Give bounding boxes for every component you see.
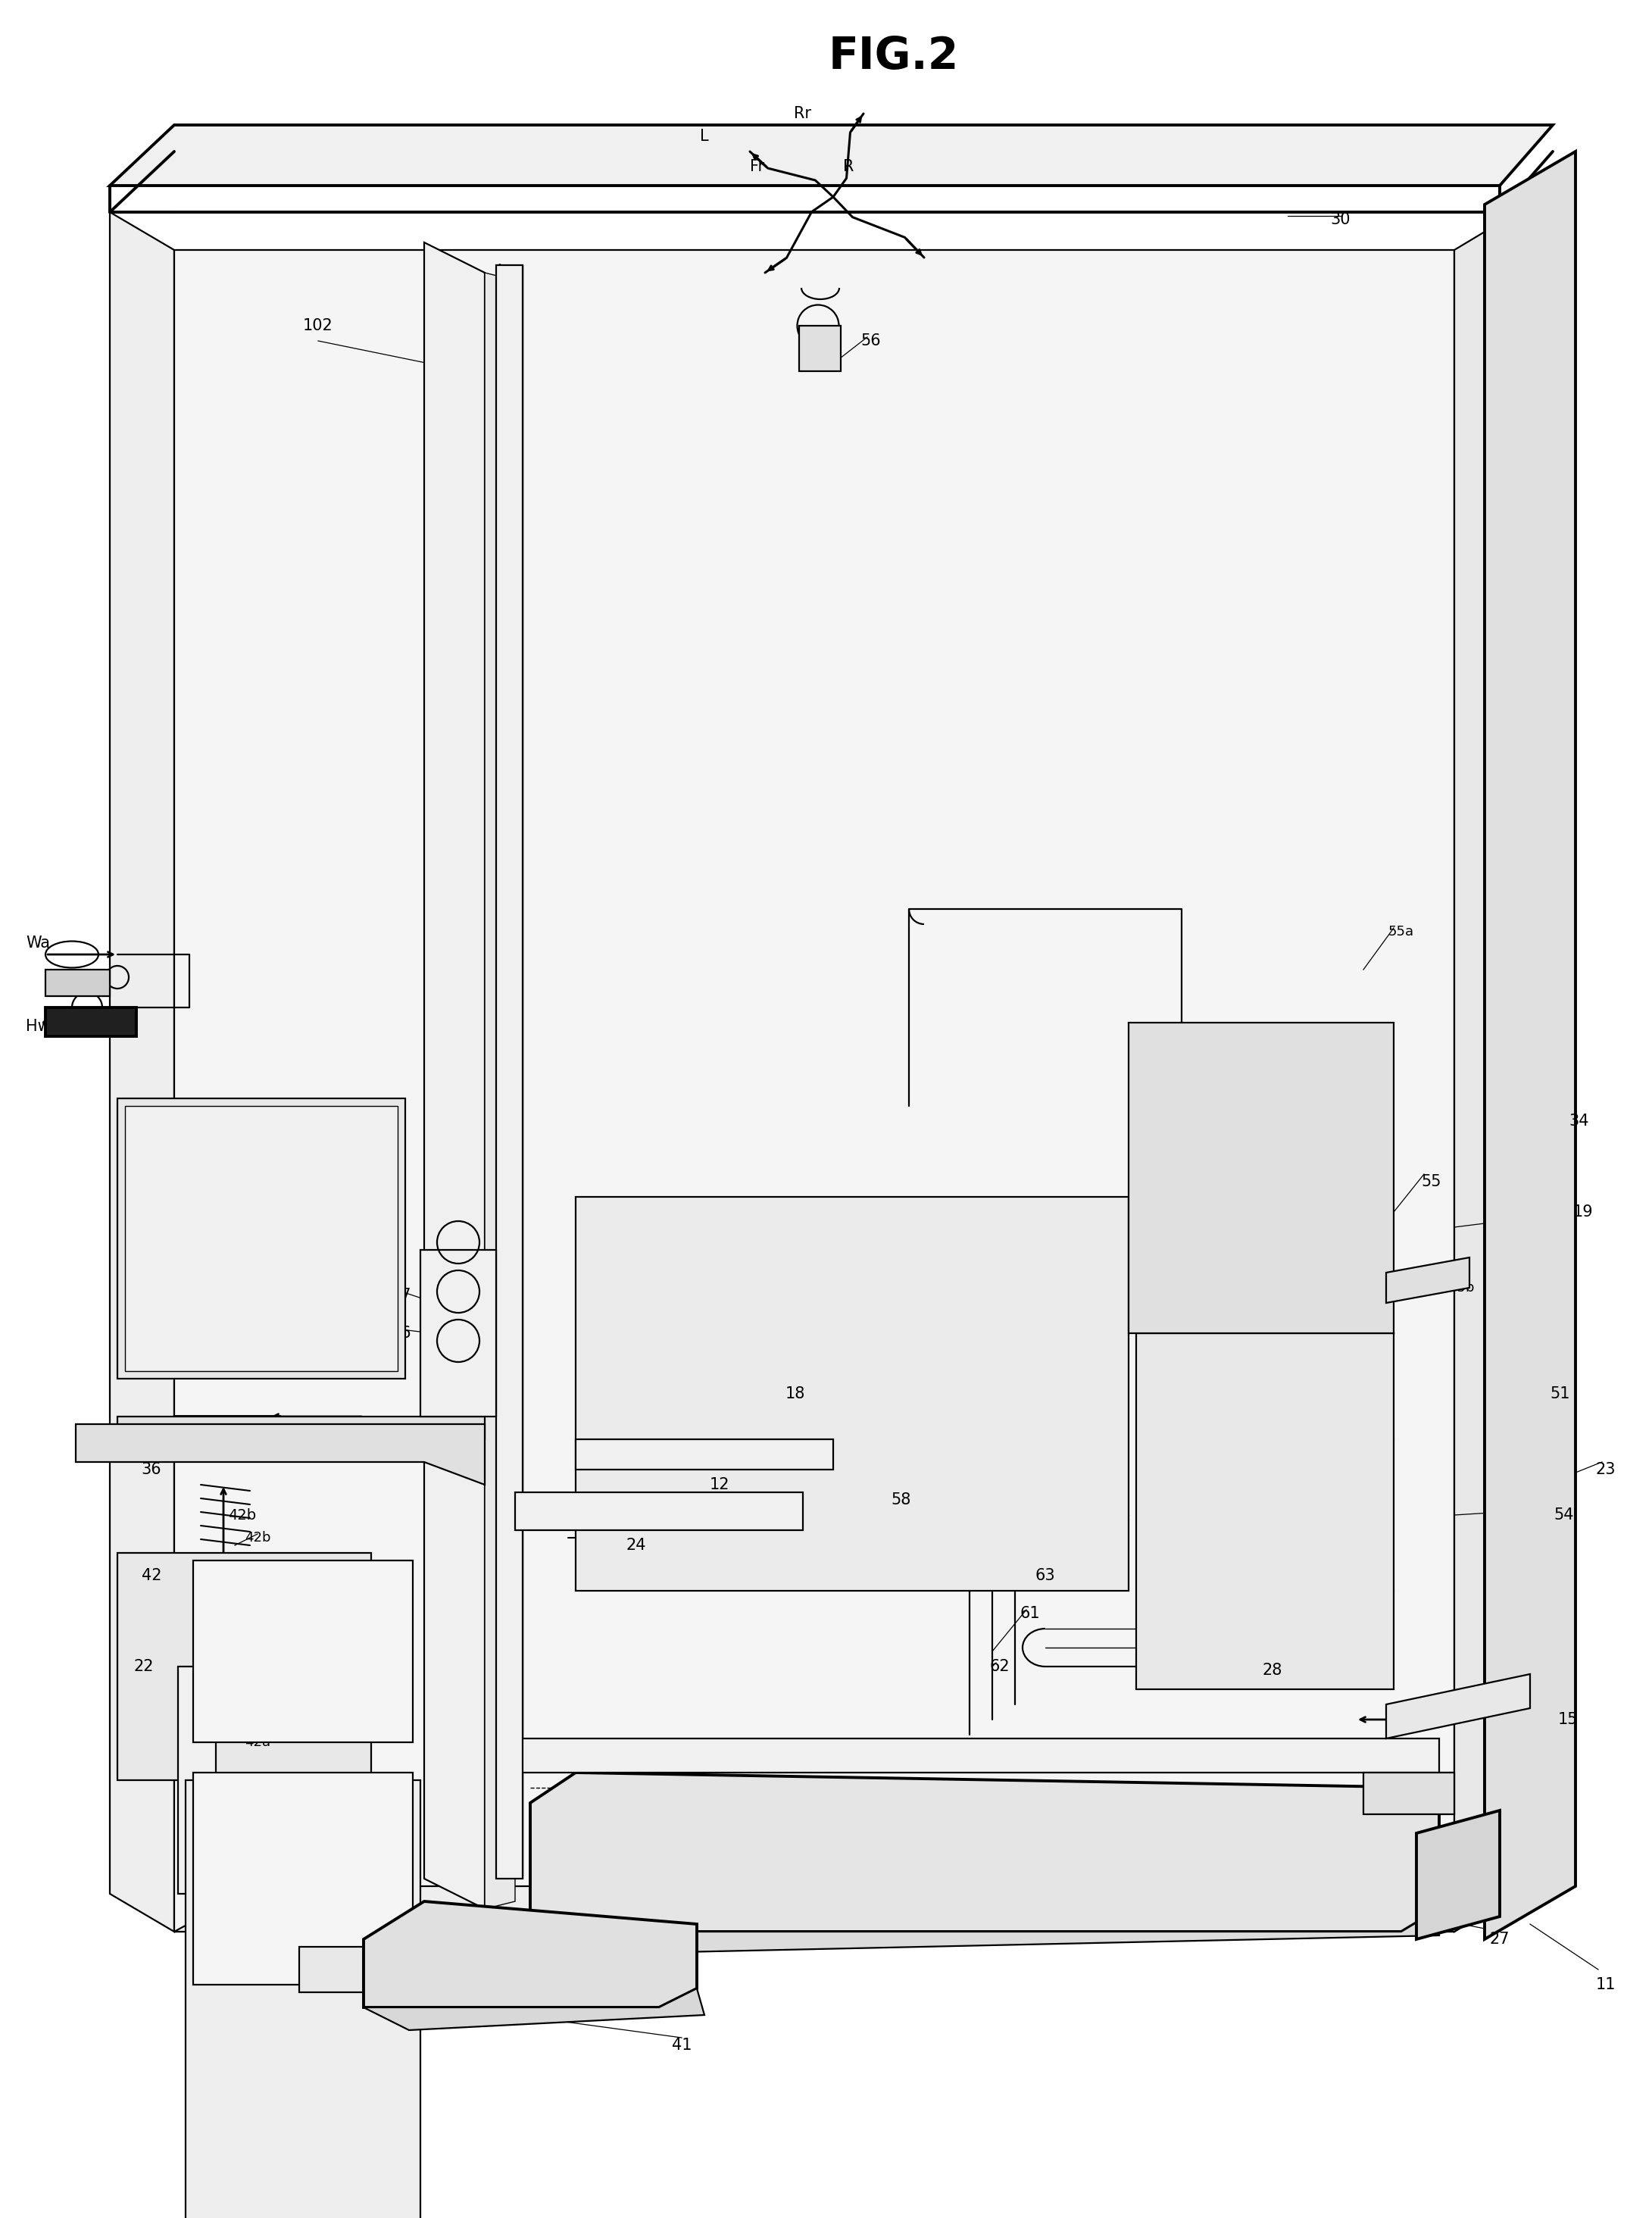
Bar (117, 1098, 405, 1380)
Polygon shape (515, 1493, 803, 1530)
Polygon shape (76, 1424, 484, 1484)
Polygon shape (173, 251, 1454, 1932)
Polygon shape (1386, 1675, 1530, 1739)
Polygon shape (109, 124, 1553, 186)
Text: 11: 11 (1596, 1976, 1616, 1992)
Text: 26: 26 (254, 1841, 276, 1856)
Text: 56: 56 (861, 333, 881, 348)
Text: 14: 14 (649, 1743, 669, 1757)
Text: Wa: Wa (26, 936, 50, 952)
Text: 38: 38 (1391, 1788, 1411, 1803)
Text: 42: 42 (142, 1568, 162, 1584)
Bar (299, 1947, 383, 1992)
Polygon shape (575, 1198, 1128, 1590)
Text: 54: 54 (1555, 1508, 1574, 1522)
Text: 13: 13 (149, 1428, 169, 1444)
Polygon shape (425, 242, 484, 1910)
Text: 41: 41 (672, 2038, 692, 2054)
Text: 55: 55 (1421, 1173, 1442, 1189)
Text: Fr: Fr (750, 160, 765, 175)
Text: 27: 27 (1490, 1932, 1510, 1947)
Text: Rr: Rr (795, 106, 811, 122)
Text: 25: 25 (611, 1439, 631, 1455)
Polygon shape (1454, 204, 1530, 1932)
Bar (800, 326, 841, 370)
Polygon shape (1416, 1810, 1500, 1939)
Polygon shape (1485, 151, 1576, 1939)
Text: 61: 61 (1019, 1606, 1041, 1621)
Text: 58: 58 (892, 1493, 912, 1508)
Polygon shape (530, 1772, 1439, 1932)
Polygon shape (117, 1553, 372, 1781)
Text: 62: 62 (990, 1659, 1009, 1675)
Text: 17: 17 (392, 1289, 411, 1302)
Text: FIG.2: FIG.2 (829, 35, 960, 78)
Text: Hw: Hw (25, 1018, 50, 1034)
Text: 23: 23 (1596, 1462, 1616, 1477)
Bar (46, 969, 109, 996)
Polygon shape (178, 1666, 340, 1894)
Text: 42b: 42b (244, 1530, 271, 1544)
Bar (185, 1781, 420, 2218)
Polygon shape (484, 273, 515, 1910)
Bar (193, 1561, 413, 1743)
Polygon shape (173, 1885, 1530, 1932)
Text: L: L (700, 129, 709, 144)
Text: 42a: 42a (244, 1734, 271, 1750)
Text: 102: 102 (302, 317, 334, 333)
Text: 16: 16 (392, 1326, 411, 1342)
Polygon shape (363, 1901, 697, 2007)
Text: 42b: 42b (228, 1508, 256, 1522)
Polygon shape (530, 1910, 1439, 1954)
Text: 63: 63 (1036, 1568, 1056, 1584)
Bar (126, 1107, 398, 1371)
Text: 21: 21 (137, 1235, 157, 1251)
Text: 36: 36 (142, 1462, 162, 1477)
Text: 52a: 52a (325, 2061, 355, 2076)
Bar (46, 1007, 137, 1036)
Text: 19: 19 (1573, 1204, 1593, 1220)
Bar (420, 1251, 496, 1417)
Polygon shape (1128, 1022, 1394, 1333)
Polygon shape (117, 1417, 484, 1439)
Bar (193, 1772, 413, 1985)
Text: 24: 24 (626, 1537, 646, 1553)
Text: 18: 18 (785, 1386, 805, 1402)
Text: 39: 39 (945, 1848, 965, 1863)
Text: 55b: 55b (1449, 1282, 1475, 1295)
Text: 28: 28 (1262, 1664, 1282, 1677)
Text: 15: 15 (1558, 1712, 1578, 1728)
Text: 10: 10 (392, 2023, 411, 2038)
Polygon shape (1137, 1333, 1394, 1690)
Text: 55a: 55a (1388, 925, 1414, 938)
Text: 22: 22 (134, 1659, 154, 1675)
Polygon shape (515, 1739, 1439, 1772)
Polygon shape (363, 1990, 704, 2029)
Text: 30: 30 (1330, 213, 1351, 226)
Text: 42a: 42a (236, 1675, 264, 1688)
Text: 51: 51 (1550, 1386, 1571, 1402)
Bar (1363, 1772, 1454, 1814)
Text: 34: 34 (1569, 1113, 1589, 1129)
Polygon shape (575, 1439, 833, 1471)
Polygon shape (109, 213, 173, 1932)
Text: 12: 12 (710, 1477, 730, 1493)
Text: R: R (843, 160, 854, 175)
Polygon shape (1386, 1258, 1470, 1302)
Bar (496, 266, 522, 1879)
